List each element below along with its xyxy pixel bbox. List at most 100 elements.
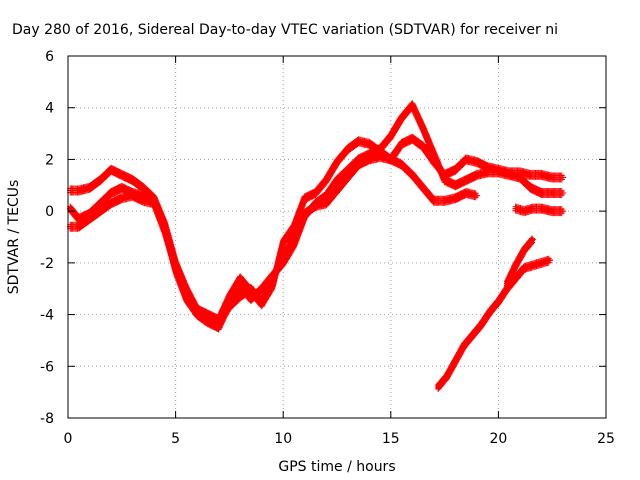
data-point	[344, 146, 351, 153]
data-point	[527, 184, 534, 191]
data-point	[547, 257, 554, 264]
data-point	[377, 153, 384, 160]
data-point	[549, 208, 556, 215]
data-point	[258, 298, 265, 305]
data-point	[473, 171, 480, 178]
data-point	[529, 205, 536, 212]
y-tick-label: 0	[45, 204, 54, 220]
data-point	[387, 156, 394, 163]
axis-ticks: 0 5 10 15 20 25 -8 -6 -4 -2 0 2 4 6	[40, 49, 615, 447]
data-point	[559, 174, 566, 181]
data-point	[486, 308, 493, 315]
data-point	[269, 275, 276, 282]
data-point	[420, 184, 427, 191]
data-point	[377, 146, 384, 153]
data-point	[97, 200, 104, 207]
data-point	[237, 293, 244, 300]
data-point	[237, 283, 244, 290]
data-point	[172, 265, 179, 272]
data-point	[75, 223, 82, 230]
data-point	[108, 166, 115, 173]
data-point	[247, 285, 254, 292]
data-point	[204, 314, 211, 321]
data-point	[301, 210, 308, 217]
chart-title: Day 280 of 2016, Sidereal Day-to-day VTE…	[12, 22, 558, 38]
data-point	[559, 190, 566, 197]
data-point	[86, 184, 93, 191]
data-point	[226, 303, 233, 310]
data-point	[398, 115, 405, 122]
data-point	[237, 275, 244, 282]
grid	[68, 56, 606, 418]
data-point	[521, 246, 528, 253]
data-point	[512, 205, 519, 212]
data-point	[529, 236, 536, 243]
data-point	[366, 156, 373, 163]
data-point	[409, 102, 416, 109]
data-point	[460, 342, 467, 349]
data-point	[312, 190, 319, 197]
data-point	[312, 202, 319, 209]
data-point	[452, 182, 459, 189]
plot-border	[67, 55, 607, 419]
data-point	[75, 187, 82, 194]
data-point	[463, 156, 470, 163]
data-point	[183, 293, 190, 300]
data-point	[97, 208, 104, 215]
series-track-1	[67, 133, 566, 325]
series-line	[512, 203, 565, 217]
y-tick-label: -4	[40, 308, 54, 324]
data-point	[452, 358, 459, 365]
data-point	[140, 184, 147, 191]
y-tick-label: 4	[45, 101, 54, 117]
data-point	[441, 177, 448, 184]
data-point	[161, 228, 168, 235]
data-point	[129, 192, 136, 199]
data-point	[301, 195, 308, 202]
data-point	[334, 187, 340, 194]
data-point	[495, 169, 502, 176]
data-point	[420, 125, 427, 132]
series-line	[67, 133, 565, 325]
x-tick-label: 10	[274, 431, 292, 447]
data-point	[151, 200, 158, 207]
series-line	[435, 255, 552, 392]
data-point	[529, 262, 536, 269]
data-point	[452, 166, 459, 173]
data-point	[409, 135, 416, 142]
data-point	[512, 262, 519, 269]
x-tick-label: 0	[64, 431, 73, 447]
data-point	[463, 177, 470, 184]
data-point	[430, 197, 437, 204]
data-point	[118, 184, 125, 191]
data-point	[473, 159, 480, 166]
data-point	[559, 208, 566, 215]
x-tick-label: 20	[489, 431, 507, 447]
data-point	[538, 190, 545, 197]
data-point	[108, 190, 115, 197]
y-tick-label: -6	[40, 359, 54, 375]
data-point	[398, 161, 405, 168]
data-point	[280, 254, 287, 261]
data-point	[516, 174, 523, 181]
series-track-3	[67, 151, 480, 328]
y-tick-label: 6	[45, 49, 54, 65]
data-point	[469, 332, 476, 339]
data-point	[290, 234, 297, 240]
data-point	[355, 138, 362, 145]
data-point	[463, 190, 470, 197]
series-track-4	[512, 203, 566, 217]
data-point	[549, 190, 556, 197]
data-point	[108, 200, 115, 207]
data-point	[512, 275, 519, 282]
data-point	[75, 215, 82, 222]
y-tick-label: 2	[45, 152, 54, 168]
data-point	[441, 197, 448, 204]
data-point	[247, 296, 254, 303]
data-point	[398, 140, 405, 147]
data-point	[478, 321, 485, 328]
series-track-5	[435, 255, 554, 392]
x-tick-label: 15	[382, 431, 400, 447]
